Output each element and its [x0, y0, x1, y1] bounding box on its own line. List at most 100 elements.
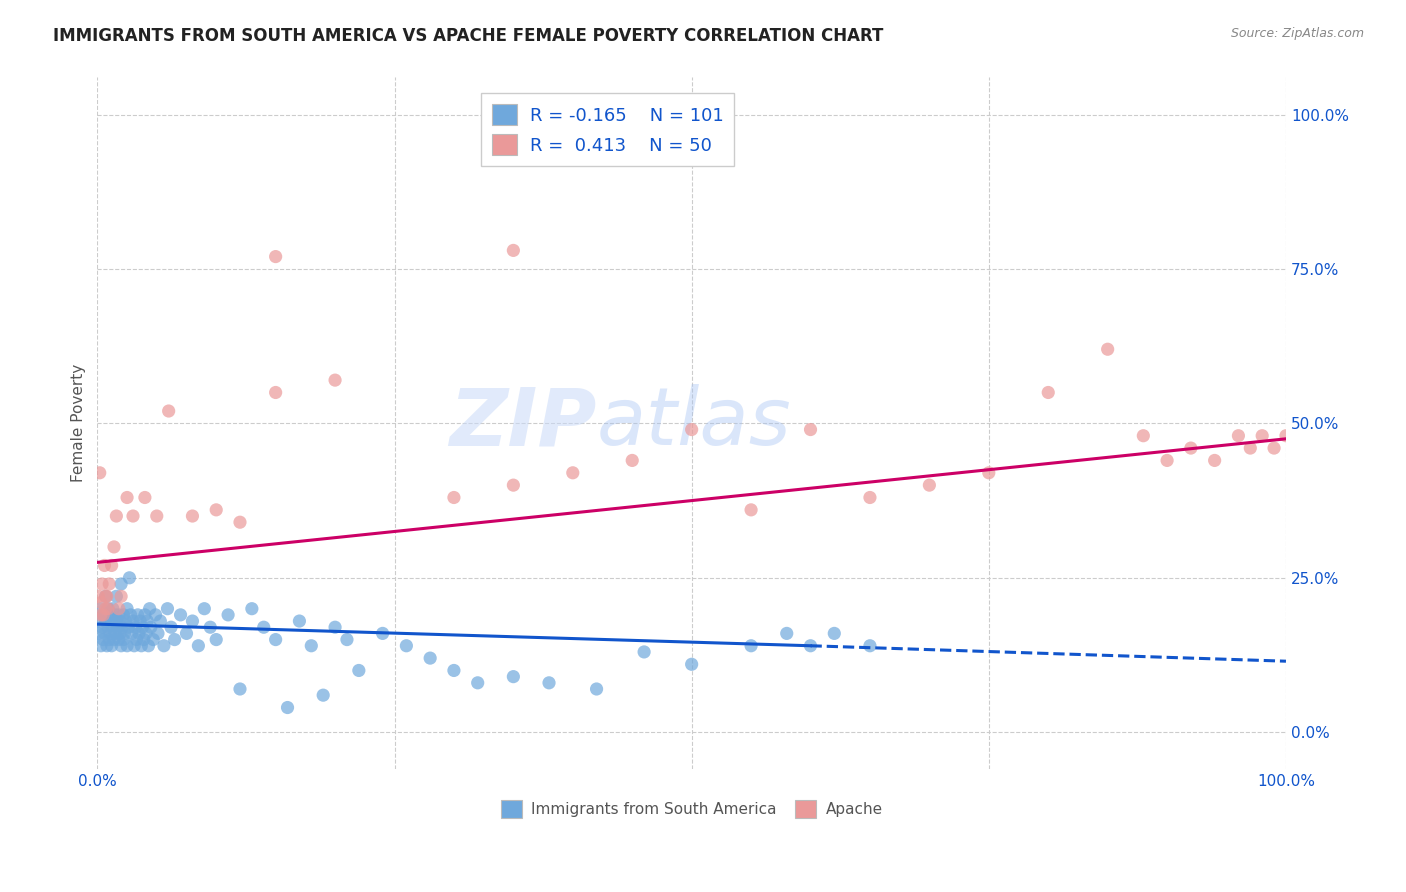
Point — [443, 664, 465, 678]
Point — [217, 607, 239, 622]
Point — [1180, 441, 1202, 455]
Point — [112, 607, 135, 622]
Point — [115, 601, 138, 615]
Point — [264, 385, 287, 400]
Point — [299, 639, 322, 653]
Point — [100, 558, 122, 573]
Point — [91, 607, 114, 622]
Point — [131, 639, 153, 653]
Y-axis label: Female Poverty: Female Poverty — [72, 364, 86, 483]
Point — [1239, 441, 1261, 455]
Point — [181, 614, 204, 628]
Point — [94, 601, 117, 615]
Point — [169, 607, 191, 622]
Point — [347, 664, 370, 678]
Point — [193, 601, 215, 615]
Point — [97, 601, 120, 615]
Point — [135, 626, 157, 640]
Point — [264, 632, 287, 647]
Point — [96, 590, 118, 604]
Point — [87, 626, 110, 640]
Point — [633, 645, 655, 659]
Point — [1263, 441, 1285, 455]
Point — [1038, 385, 1060, 400]
Point — [240, 601, 263, 615]
Point — [94, 590, 117, 604]
Point — [277, 700, 299, 714]
Point — [371, 626, 394, 640]
Point — [97, 620, 120, 634]
Point — [502, 670, 524, 684]
Point — [89, 466, 111, 480]
Point — [146, 509, 169, 524]
Point — [93, 558, 115, 573]
Point — [115, 639, 138, 653]
Point — [90, 639, 112, 653]
Point — [96, 639, 118, 653]
Point — [799, 423, 821, 437]
Point — [200, 620, 222, 634]
Point — [114, 626, 136, 640]
Point — [740, 503, 762, 517]
Point — [157, 404, 180, 418]
Point — [117, 620, 139, 634]
Point — [176, 626, 198, 640]
Point — [121, 626, 143, 640]
Point — [859, 639, 882, 653]
Point — [122, 509, 145, 524]
Point — [163, 632, 186, 647]
Point — [111, 620, 134, 634]
Point — [145, 607, 167, 622]
Point — [100, 614, 122, 628]
Point — [91, 632, 114, 647]
Point — [776, 626, 799, 640]
Point — [1275, 428, 1298, 442]
Point — [134, 491, 156, 505]
Point — [134, 607, 156, 622]
Point — [229, 681, 252, 696]
Point — [129, 614, 152, 628]
Point — [1156, 453, 1178, 467]
Point — [502, 244, 524, 258]
Point — [98, 632, 121, 647]
Point — [859, 491, 882, 505]
Point — [205, 632, 228, 647]
Point — [128, 626, 150, 640]
Point — [118, 571, 141, 585]
Point — [104, 626, 127, 640]
Point — [1097, 343, 1119, 357]
Point — [110, 639, 132, 653]
Point — [115, 491, 138, 505]
Point — [91, 620, 114, 634]
Point — [205, 503, 228, 517]
Point — [146, 626, 169, 640]
Point — [288, 614, 311, 628]
Point — [323, 373, 346, 387]
Point — [100, 639, 122, 653]
Point — [125, 632, 148, 647]
Point — [142, 632, 165, 647]
Point — [153, 639, 176, 653]
Point — [105, 590, 128, 604]
Point — [97, 601, 120, 615]
Point — [90, 607, 112, 622]
Point — [419, 651, 441, 665]
Point — [1204, 453, 1226, 467]
Point — [264, 250, 287, 264]
Point — [100, 626, 122, 640]
Point — [101, 601, 124, 615]
Point — [740, 639, 762, 653]
Point — [395, 639, 418, 653]
Point — [681, 423, 703, 437]
Point — [253, 620, 276, 634]
Point — [104, 607, 127, 622]
Point — [122, 614, 145, 628]
Point — [108, 614, 131, 628]
Point — [103, 632, 125, 647]
Point — [443, 491, 465, 505]
Point — [681, 657, 703, 672]
Point — [181, 509, 204, 524]
Point — [107, 620, 129, 634]
Point — [105, 614, 128, 628]
Point — [561, 466, 583, 480]
